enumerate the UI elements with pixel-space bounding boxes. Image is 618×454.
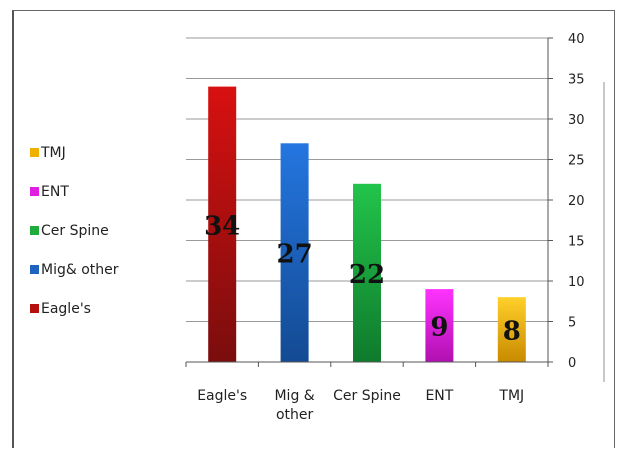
x-tick-label: Mig & [274, 388, 314, 404]
bar-value-label: 27 [277, 240, 313, 270]
chart-frame [12, 10, 615, 448]
y-tick-label: 35 [568, 73, 585, 88]
y-tick-label: 5 [568, 316, 576, 331]
legend-swatch [30, 187, 39, 196]
y-tick-label: 25 [568, 154, 585, 169]
bar-0 [208, 86, 237, 362]
y-tick-label: 40 [568, 32, 585, 47]
legend-swatch [30, 304, 39, 313]
legend-label: Cer Spine [41, 223, 109, 239]
x-tick-label: TMJ [498, 388, 524, 404]
bar-2 [353, 183, 381, 362]
x-tick-label: Eagle's [197, 388, 247, 404]
legend-label: Eagle's [41, 301, 91, 317]
bar-value-label: 9 [430, 313, 448, 343]
y-tick-label: 20 [568, 194, 585, 209]
legend-label: ENT [41, 184, 69, 200]
bar-1 [280, 143, 309, 362]
bar-value-label: 8 [503, 317, 521, 347]
y-tick-label: 30 [568, 113, 585, 128]
value-labels: 34 27 22 9 8 [204, 211, 521, 346]
x-tick-label: ENT [425, 388, 453, 404]
x-axis: Eagle's Mig & other Cer Spine ENT TMJ [185, 361, 549, 423]
legend-label: TMJ [40, 145, 66, 161]
y-axis: 0 5 10 15 20 25 30 35 40 [547, 32, 605, 382]
bar-value-label: 34 [204, 211, 240, 241]
x-tick-label: Cer Spine [333, 388, 401, 404]
x-tick-label: other [276, 407, 314, 423]
legend-label: Mig& other [41, 262, 119, 278]
legend-swatch [30, 148, 39, 157]
legend: TMJ ENT Cer Spine Mig& other Eagle's [30, 145, 119, 317]
bar-3 [425, 289, 454, 362]
y-tick-label: 15 [568, 235, 585, 250]
legend-swatch [30, 265, 39, 274]
bar-value-label: 22 [349, 260, 385, 290]
y-tick-label: 0 [568, 356, 576, 371]
bar-4 [497, 297, 526, 362]
bars [208, 86, 526, 362]
legend-swatch [30, 226, 39, 235]
y-tick-label: 10 [568, 275, 585, 290]
